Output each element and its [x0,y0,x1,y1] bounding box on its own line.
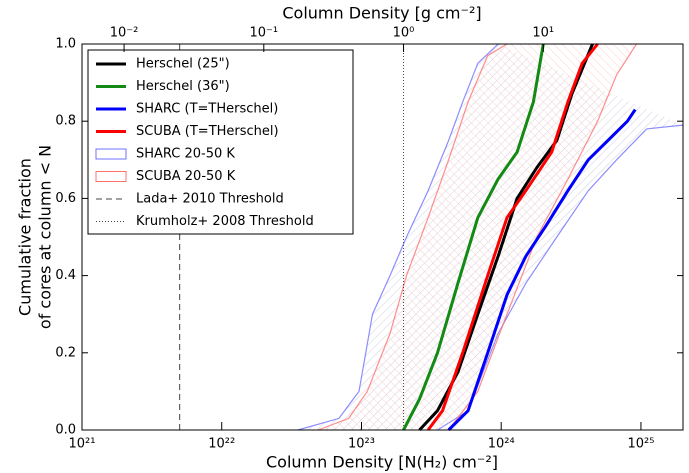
legend-label: Krumholz+ 2008 Threshold [136,214,314,229]
legend-label: Herschel (36") [136,79,230,94]
x2-tick-label: 10⁰ [393,26,415,41]
band-edge [297,43,499,431]
y-tick-label: 0.0 [55,423,76,438]
x-tick-label: 10²⁵ [627,437,654,452]
x-tick-label: 10²³ [348,437,375,452]
x-tick-label: 10²¹ [69,437,96,452]
cdf-line [402,43,545,431]
legend-label: SCUBA 20-50 K [136,169,236,184]
x-tick-label: 10²² [208,437,235,452]
x2-tick-label: 10¹ [532,26,554,41]
legend-box [87,49,354,235]
x2-axis-label: Column Density [g cm⁻²] [282,4,481,23]
band-edge [448,43,638,431]
y-tick-label: 0.2 [55,345,76,360]
legend-swatch [95,171,127,182]
y-tick-label: 0.8 [55,114,76,129]
x-tick-label: 10²⁴ [488,437,515,452]
y-tick-label: 0.4 [55,268,76,283]
cdf-line [447,108,637,432]
legend-label: Lada+ 2010 Threshold [136,192,284,207]
legend-label: SHARC 20-50 K [136,147,235,162]
x2-tick-label: 10⁻² [110,26,139,41]
y-tick-label: 0.6 [55,191,76,206]
y-tick-label: 1.0 [55,37,76,52]
cdf-line [426,43,599,431]
y-axis-label: of cores at column < N [36,145,55,329]
legend-swatch [95,148,127,160]
plot-frame [81,43,684,431]
legend-label: Herschel (25") [136,57,230,72]
legend: Herschel (25") Herschel (36") SHARC (T=THe… [87,49,354,235]
y-axis-label: Cumulative fraction [16,158,35,316]
x2-tick-label: 10⁻¹ [249,26,278,41]
legend-label: SHARC (T=THerschel) [136,102,278,117]
legend-label: SCUBA (T=THerschel) [136,124,279,139]
band-edge [317,43,508,431]
plot-area [179,43,684,432]
x-axis-label: Column Density [N(H₂) cm⁻²] [266,453,498,472]
